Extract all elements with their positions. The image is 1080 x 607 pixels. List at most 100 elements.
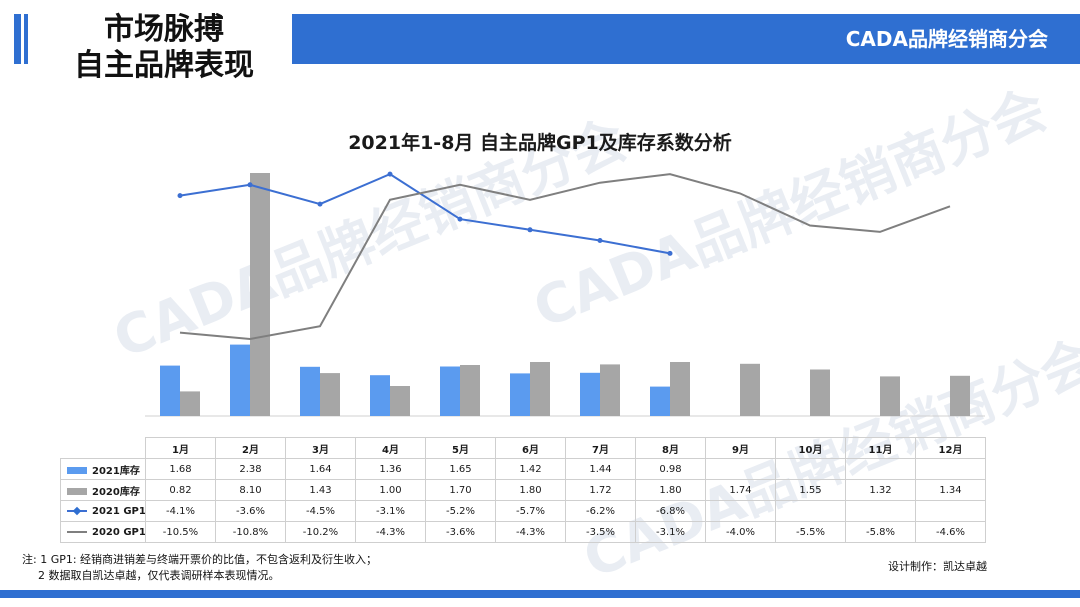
data-label [915,458,986,480]
data-label: 1.44 [565,458,636,480]
legend-label: 2020 GP1 [92,526,146,538]
org-name: CADA品牌经销商分会 [845,27,1048,51]
bar-2021-stock [160,365,180,416]
x-tick-label: 1月 [145,437,216,459]
bar-2020-stock [740,363,760,416]
point-2021-gp1 [457,216,463,222]
legend-entry: 2020 GP1 [60,521,146,543]
x-tick-label: 9月 [705,437,776,459]
data-label: -3.6% [425,521,496,543]
data-label: -4.1% [145,500,216,522]
legend-label: 2020库存 [92,486,140,498]
data-label [845,458,916,480]
bar-2020-stock [180,391,200,416]
left-accent-bar [14,14,21,64]
data-label: -6.8% [635,500,706,522]
data-label: 1.32 [845,479,916,501]
data-label: 0.82 [145,479,216,501]
legend-label: 2021 GP1 [92,505,146,517]
data-label: -4.3% [355,521,426,543]
bar-2020-stock [250,173,270,416]
table-row: 2021库存 1.68 2.38 1.64 1.36 1.65 1.42 1.44 0.98 [60,458,986,480]
x-tick-label: 6月 [495,437,566,459]
left-accent-bar-thin [24,14,28,64]
data-label: -5.2% [425,500,496,522]
bar-2020-stock [950,375,970,416]
slide-title-line2: 自主品牌表现 [74,48,254,83]
data-label: -4.5% [285,500,356,522]
x-tick-label: 5月 [425,437,496,459]
data-label: 1.36 [355,458,426,480]
bar-2021-stock [300,366,320,416]
x-tick-label: 7月 [565,437,636,459]
data-label: 1.64 [285,458,356,480]
bar-2020-stock [390,386,410,416]
x-tick-label: 11月 [845,437,916,459]
slide-title: 市场脉搏 自主品牌表现 [44,12,284,84]
legend-label: 2021库存 [92,465,140,477]
bar-2020-stock [460,365,480,416]
data-label: 1.68 [145,458,216,480]
table-row: 2020 GP1 -10.5% -10.8% -10.2% -4.3% -3.6% -4.3… [60,521,986,543]
chart-title: 2021年1-8月 自主品牌GP1及库存系数分析 [348,132,732,154]
footer-band [0,590,1080,598]
legend-swatch [67,467,87,474]
data-label [915,500,986,522]
bar-2020-stock [810,369,830,416]
bar-2021-stock [440,366,460,416]
data-label: 8.10 [215,479,286,501]
point-2021-gp1 [387,171,393,177]
x-tick-label: 8月 [635,437,706,459]
data-label: -10.5% [145,521,216,543]
x-tick-label: 2月 [215,437,286,459]
point-2021-gp1 [667,250,673,256]
data-label: -3.1% [635,521,706,543]
point-2021-gp1 [527,227,533,233]
point-2021-gp1 [247,182,253,188]
data-label: -4.0% [705,521,776,543]
table-corner [60,437,146,459]
data-label: -10.2% [285,521,356,543]
bar-2021-stock [230,344,250,416]
data-label: 1.70 [425,479,496,501]
data-label: 1.72 [565,479,636,501]
bar-2021-stock [370,375,390,416]
data-label: 1.74 [705,479,776,501]
data-label: 1.00 [355,479,426,501]
bar-2021-stock [580,372,600,416]
bar-2020-stock [880,376,900,416]
x-tick-label: 12月 [915,437,986,459]
point-2021-gp1 [317,201,323,207]
legend-line [67,506,87,515]
bar-2020-stock [530,362,550,416]
data-label [845,500,916,522]
header-band [292,14,1080,64]
data-label: 1.43 [285,479,356,501]
data-label: -4.3% [495,521,566,543]
data-label: 1.55 [775,479,846,501]
x-tick-label: 10月 [775,437,846,459]
slide-title-line1: 市场脉搏 [104,12,224,47]
point-2021-gp1 [597,238,603,243]
data-label [775,500,846,522]
data-label: -5.5% [775,521,846,543]
data-label: 1.42 [495,458,566,480]
legend-entry: 2021库存 [60,458,146,480]
legend-entry: 2021 GP1 [60,500,146,522]
data-label [705,500,776,522]
data-label: -3.1% [355,500,426,522]
x-tick-label: 4月 [355,437,426,459]
table-row: 2021 GP1 -4.1% -3.6% -4.5% -3.1% -5.2% -5.7% -6… [60,500,986,522]
design-credit: 设计制作：凯达卓越 [888,560,987,573]
data-label: -5.7% [495,500,566,522]
data-label: 1.80 [495,479,566,501]
legend-marker [72,506,82,515]
data-table: 1月 2月 3月 4月 5月 6月 7月 8月 9月 10月 11月 12月 2021库存 1.68 2.3… [60,437,986,543]
point-2021-gp1 [177,193,183,199]
data-label: 1.80 [635,479,706,501]
footnote-1: 注: 1 GP1: 经销商进销差与终端开票价的比值，不包含返利及衍生收入； [22,553,378,566]
data-label [775,458,846,480]
bar-2020-stock [600,364,620,416]
legend-entry: 2020库存 [60,479,146,501]
data-label: -6.2% [565,500,636,522]
